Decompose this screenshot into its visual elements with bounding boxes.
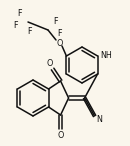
Text: O: O: [57, 131, 64, 139]
Text: N: N: [97, 115, 103, 125]
Text: F: F: [18, 9, 22, 19]
Text: F: F: [28, 27, 32, 36]
Text: F: F: [14, 21, 18, 31]
Text: O: O: [57, 40, 63, 48]
Text: O: O: [46, 59, 53, 67]
Text: F: F: [54, 18, 58, 27]
Text: F: F: [58, 29, 62, 39]
Text: NH: NH: [101, 51, 112, 60]
